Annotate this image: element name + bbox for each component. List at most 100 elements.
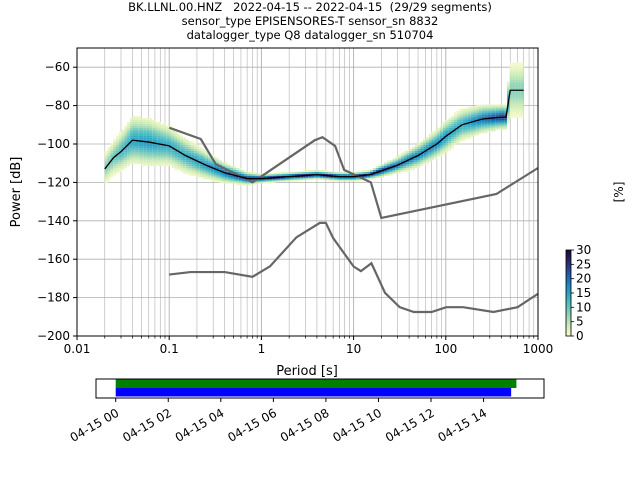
ppsd-cell (479, 108, 482, 111)
ppsd-cell (146, 158, 150, 161)
ppsd-cell (476, 114, 480, 117)
ppsd-cell (512, 114, 516, 117)
ppsd-cell (442, 148, 446, 151)
ppsd-cell (146, 154, 150, 157)
ppsd-cell (501, 114, 505, 117)
ppsd-cell (479, 106, 482, 109)
ppsd-cell (174, 154, 178, 157)
ppsd-cell (395, 169, 399, 172)
ppsd-cell (185, 162, 189, 165)
ppsd-cell (448, 133, 452, 136)
ppsd-cell (104, 154, 108, 157)
ppsd-cell (487, 120, 491, 122)
ppsd-cell (506, 83, 510, 86)
ppsd-cell (110, 164, 114, 167)
ppsd-cell (364, 175, 368, 178)
ppsd-cell (512, 85, 516, 88)
colorbar-segment (566, 323, 571, 326)
ppsd-cell (487, 106, 491, 109)
ppsd-cell (428, 135, 432, 138)
ppsd-cell (403, 152, 407, 155)
ppsd-cell (107, 158, 111, 161)
ppsd-cell (456, 141, 460, 144)
ppsd-cell (518, 106, 521, 109)
ppsd-cell (127, 144, 130, 147)
ppsd-cell (188, 171, 192, 174)
ppsd-cell (481, 106, 485, 109)
ppsd-cell (252, 183, 256, 186)
ppsd-cell (194, 162, 197, 165)
ppsd-cell (314, 171, 318, 174)
ppsd-cell (319, 175, 323, 178)
ppsd-cell (431, 156, 435, 159)
colorbar-segment (566, 250, 571, 253)
ppsd-cell (311, 171, 315, 174)
ppsd-cell (492, 123, 496, 126)
ppsd-cell (224, 169, 228, 172)
ppsd-cell (202, 162, 206, 165)
colorbar-segment (566, 256, 571, 260)
ppsd-cell (168, 137, 172, 140)
ppsd-cell (143, 146, 147, 149)
ppsd-cell (498, 127, 502, 130)
ppsd-cell (515, 104, 519, 107)
ppsd-cell (520, 81, 524, 84)
ppsd-cell (487, 121, 491, 124)
ppsd-cell (451, 131, 454, 134)
ppsd-cell (465, 108, 468, 111)
ppsd-cell (171, 152, 175, 155)
ppsd-cell (185, 152, 189, 155)
ppsd-cell (244, 173, 248, 176)
ppsd-cell (182, 158, 186, 161)
ppsd-cell (277, 173, 281, 176)
ppsd-cell (107, 150, 111, 153)
ppsd-cell (417, 143, 421, 145)
ppsd-cell (409, 168, 412, 170)
ppsd-cell (244, 183, 248, 186)
ppsd-cell (448, 143, 452, 145)
ppsd-cell (437, 129, 440, 132)
ppsd-cell (146, 148, 150, 151)
ppsd-cell (171, 144, 175, 147)
ppsd-cell (442, 129, 446, 132)
ppsd-cell (160, 129, 164, 132)
ppsd-cell (129, 146, 133, 149)
ppsd-cell (244, 179, 248, 182)
ppsd-cell (442, 152, 446, 155)
ppsd-cell (219, 168, 223, 170)
ppsd-cell (420, 144, 424, 147)
chart-title-line-3: datalogger_type Q8 datalogger_sn 510704 (186, 28, 434, 42)
ppsd-cell (395, 166, 399, 168)
ppsd-cell (389, 173, 393, 176)
ppsd-cell (423, 143, 426, 145)
ppsd-cell (113, 144, 116, 147)
ppsd-cell (501, 108, 505, 111)
x-tick-label: 100 (434, 342, 457, 356)
ppsd-cell (132, 137, 136, 140)
ppsd-cell (110, 148, 114, 151)
ppsd-cell (398, 162, 401, 165)
ppsd-cell (177, 141, 181, 144)
ppsd-cell (155, 144, 158, 147)
ppsd-cell (467, 133, 471, 136)
ppsd-cell (445, 139, 449, 142)
ppsd-cell (168, 146, 172, 149)
ppsd-cell (319, 171, 323, 174)
ppsd-cell (431, 135, 435, 138)
ppsd-cell (344, 171, 348, 174)
ppsd-cell (501, 121, 505, 124)
ppsd-cell (233, 181, 237, 184)
ppsd-cell (168, 156, 172, 159)
ppsd-cell (113, 171, 116, 174)
ppsd-cell (138, 125, 142, 128)
ppsd-cell (115, 141, 119, 144)
colorbar-segment (566, 299, 571, 303)
ppsd-cell (210, 154, 214, 157)
ppsd-cell (160, 139, 164, 142)
ppsd-cell (470, 121, 474, 124)
ppsd-cell (490, 125, 493, 128)
ppsd-cell (180, 162, 183, 165)
ppsd-cell (325, 175, 329, 178)
ppsd-cell (222, 181, 225, 184)
ppsd-cell (188, 164, 192, 167)
